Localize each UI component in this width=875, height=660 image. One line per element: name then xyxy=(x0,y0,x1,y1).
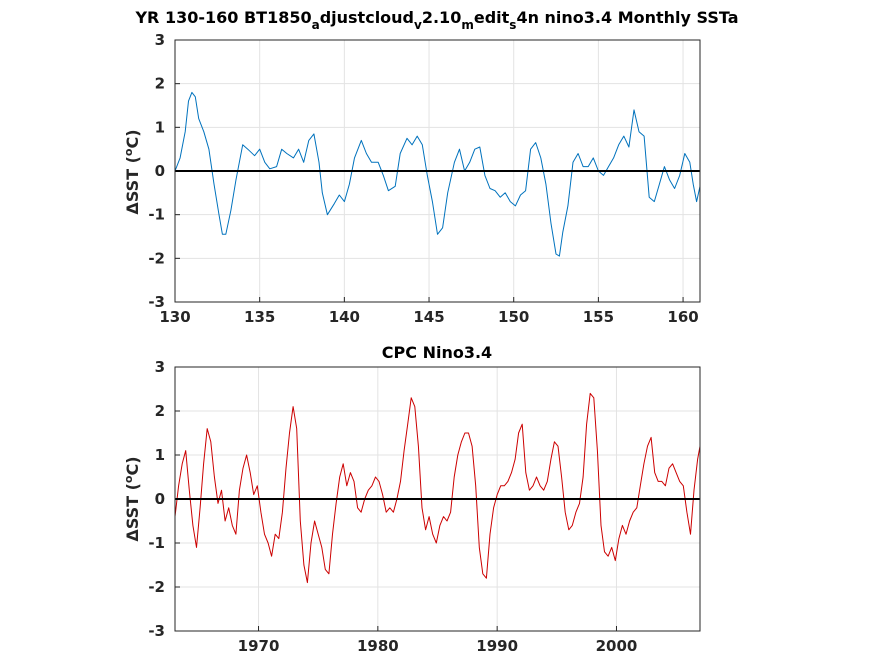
top-y-tick-label: 1 xyxy=(155,118,165,136)
title-part: edit xyxy=(474,8,510,27)
bottom-y-tick-label: 2 xyxy=(155,402,165,420)
bottom-series-line xyxy=(174,392,701,584)
top-y-tick-label: 3 xyxy=(155,31,165,49)
top-y-tick-label: 2 xyxy=(155,75,165,93)
top-y-tick-label: 0 xyxy=(155,162,165,180)
bottom-y-tick-label: 3 xyxy=(155,358,165,376)
top-x-tick-label: 155 xyxy=(583,308,614,326)
title-subscript: v xyxy=(414,18,422,32)
bottom-y-tick-label: -2 xyxy=(148,578,165,596)
ylabel-part: C) xyxy=(123,129,142,148)
top-y-tick-label: -2 xyxy=(148,249,165,267)
bottom-y-tick-label: 1 xyxy=(155,446,165,464)
title-subscript: s xyxy=(509,18,516,32)
ylabel-superscript: o xyxy=(122,148,135,156)
top-x-tick-label: 160 xyxy=(667,308,698,326)
bottom-y-tick-label: -1 xyxy=(148,534,165,552)
bottom-x-tick-label: 1980 xyxy=(357,637,399,655)
bottom-y-axis-label: ΔSST (oC) xyxy=(122,456,142,541)
top-y-tick-label: -1 xyxy=(148,206,165,224)
bottom-chart-title: CPC Nino3.4 xyxy=(382,343,492,362)
top-x-tick-label: 135 xyxy=(244,308,275,326)
title-part: 2.10 xyxy=(422,8,461,27)
top-axes-frame xyxy=(174,39,701,303)
ylabel-part: ΔSST ( xyxy=(123,483,142,542)
title-part: djustcloud xyxy=(320,8,414,27)
bottom-y-tick-label: 0 xyxy=(155,490,165,508)
bottom-plot-area: 3 2 1 0 -1 -2 -3 1970 1980 1990 2000 xyxy=(148,358,701,655)
bottom-x-tick-label: 1990 xyxy=(476,637,518,655)
bottom-y-tick-label: -3 xyxy=(148,622,165,640)
title-subscript: a xyxy=(312,18,320,32)
top-y-tick-label: -3 xyxy=(148,293,165,311)
top-series-line xyxy=(174,91,701,257)
ylabel-superscript: o xyxy=(122,475,135,483)
top-chart-title: YR 130-160 BT1850adjustcloudv2.10medits4… xyxy=(134,8,738,32)
top-x-tick-label: 150 xyxy=(498,308,529,326)
ylabel-part: C) xyxy=(123,456,142,475)
bottom-axes-frame xyxy=(174,366,701,632)
top-x-tick-label: 145 xyxy=(413,308,444,326)
top-x-tick-label: 130 xyxy=(159,308,190,326)
top-x-tick-label: 140 xyxy=(329,308,360,326)
title-subscript: m xyxy=(461,18,474,32)
top-y-axis-label: ΔSST (oC) xyxy=(122,129,142,214)
bottom-x-tick-label: 1970 xyxy=(238,637,280,655)
bottom-x-tick-label: 2000 xyxy=(596,637,638,655)
ylabel-part: ΔSST ( xyxy=(123,156,142,215)
title-part: 4n nino3.4 Monthly SSTa xyxy=(516,8,738,27)
title-part: YR 130-160 BT1850 xyxy=(134,8,311,27)
